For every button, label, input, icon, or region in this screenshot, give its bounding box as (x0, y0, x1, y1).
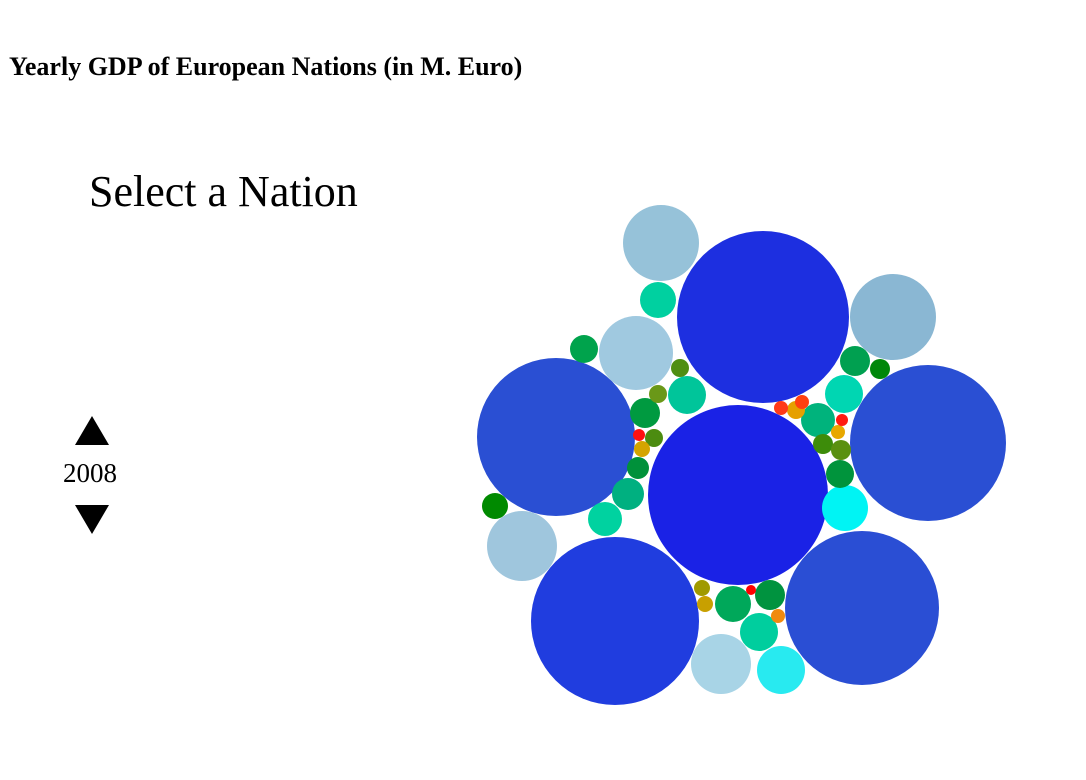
nation-bubble[interactable] (801, 403, 835, 437)
nation-bubble[interactable] (487, 511, 557, 581)
nation-bubble[interactable] (746, 585, 756, 595)
nation-bubble[interactable] (645, 429, 663, 447)
nation-bubble[interactable] (870, 359, 890, 379)
nation-bubble[interactable] (668, 376, 706, 414)
nation-bubble[interactable] (623, 205, 699, 281)
nation-bubble[interactable] (677, 231, 849, 403)
page-title: Yearly GDP of European Nations (in M. Eu… (9, 52, 523, 81)
nation-bubble[interactable] (850, 365, 1006, 521)
nation-bubble[interactable] (697, 596, 713, 612)
nation-bubble[interactable] (612, 478, 644, 510)
triangle-down-icon[interactable] (75, 505, 109, 534)
nation-bubble[interactable] (757, 646, 805, 694)
nation-bubble[interactable] (831, 440, 851, 460)
year-control: 2008 (50, 412, 134, 540)
nation-bubble[interactable] (671, 359, 689, 377)
triangle-up-icon[interactable] (75, 416, 109, 445)
nation-bubble[interactable] (715, 586, 751, 622)
nation-bubble[interactable] (691, 634, 751, 694)
nation-bubble[interactable] (648, 405, 828, 585)
nation-bubble[interactable] (477, 358, 635, 516)
nation-bubble[interactable] (850, 274, 936, 360)
nation-bubble[interactable] (774, 401, 788, 415)
nation-bubble[interactable] (840, 346, 870, 376)
nation-bubble[interactable] (771, 609, 785, 623)
nation-bubble[interactable] (640, 282, 676, 318)
nation-bubble[interactable] (649, 385, 667, 403)
nation-bubble[interactable] (630, 398, 660, 428)
nation-bubble[interactable] (785, 531, 939, 685)
nation-bubble[interactable] (531, 537, 699, 705)
nation-bubble[interactable] (836, 414, 848, 426)
nation-bubble[interactable] (599, 316, 673, 390)
nation-selector-label[interactable]: Select a Nation (89, 167, 358, 216)
nation-bubble[interactable] (740, 613, 778, 651)
nation-bubble[interactable] (825, 375, 863, 413)
nation-bubble[interactable] (633, 429, 645, 441)
nation-bubble[interactable] (831, 425, 845, 439)
bubble-chart (477, 205, 1006, 705)
nation-bubble[interactable] (822, 485, 868, 531)
nation-bubble[interactable] (826, 460, 854, 488)
nation-bubble[interactable] (627, 457, 649, 479)
nation-bubble[interactable] (634, 441, 650, 457)
nation-bubble[interactable] (755, 580, 785, 610)
nation-bubble[interactable] (588, 502, 622, 536)
nation-bubble[interactable] (482, 493, 508, 519)
nation-bubble[interactable] (795, 395, 809, 409)
nation-bubble[interactable] (813, 434, 833, 454)
nation-bubble[interactable] (570, 335, 598, 363)
year-value: 2008 (63, 458, 117, 488)
nation-bubble[interactable] (694, 580, 710, 596)
